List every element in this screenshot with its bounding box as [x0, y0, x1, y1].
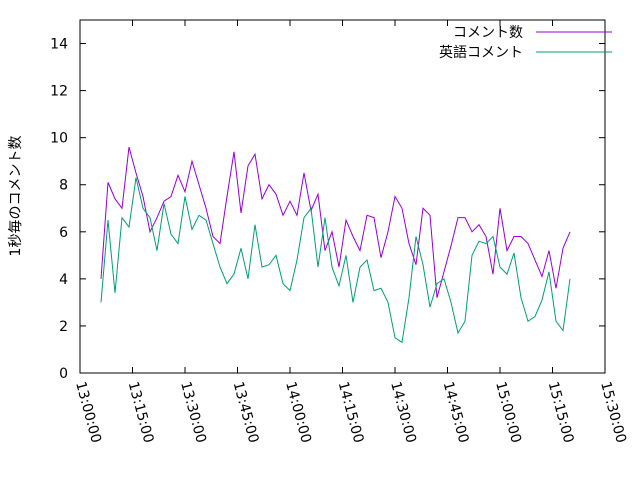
series-line — [100, 177, 571, 344]
y-tick-label: 14 — [50, 37, 68, 53]
y-tick-label: 12 — [50, 84, 68, 100]
plot-border — [79, 19, 606, 374]
y-tick-label: 0 — [59, 366, 68, 382]
y-tick-label: 8 — [59, 178, 68, 194]
x-tick-label: 14:30:00 — [387, 380, 419, 445]
x-tick-label: 13:00:00 — [72, 380, 104, 445]
x-tick-label: 13:45:00 — [230, 380, 262, 445]
y-tick-label: 6 — [59, 225, 68, 241]
x-tick-label: 15:30:00 — [597, 380, 629, 445]
x-tick-label: 14:00:00 — [282, 380, 314, 445]
x-tick-label: 14:45:00 — [440, 380, 472, 445]
x-tick-label: 15:15:00 — [545, 380, 577, 445]
series-line — [100, 146, 571, 298]
y-tick-label: 2 — [59, 319, 68, 335]
y-tick-label: 10 — [50, 131, 68, 147]
legend-label: 英語コメント — [439, 44, 523, 61]
x-tick-label: 15:00:00 — [492, 380, 524, 445]
x-tick-label: 13:15:00 — [125, 380, 157, 445]
x-tick-label: 14:15:00 — [335, 380, 367, 445]
y-tick-label: 4 — [59, 272, 68, 288]
y-axis-label: 1秒毎のコメント数 — [8, 136, 24, 257]
x-tick-label: 13:30:00 — [177, 380, 209, 445]
legend-label: コメント数 — [453, 25, 523, 41]
